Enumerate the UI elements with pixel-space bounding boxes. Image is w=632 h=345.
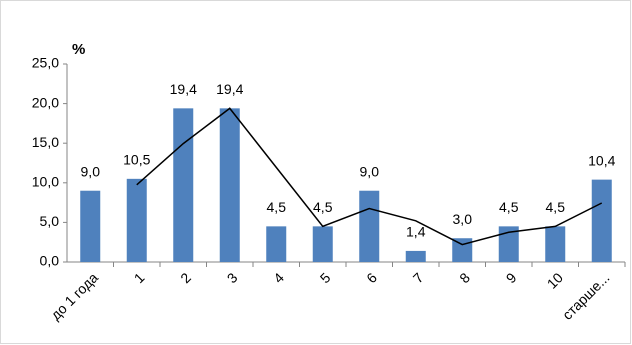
- y-tick-label: 0,0: [40, 253, 60, 269]
- value-label: 9,0: [360, 163, 380, 179]
- bar: [452, 238, 473, 262]
- value-label: 9,0: [81, 163, 101, 179]
- bar: [591, 179, 612, 262]
- value-label: 19,4: [170, 81, 197, 97]
- bar: [173, 108, 194, 263]
- y-tick-label: 20,0: [32, 94, 59, 110]
- bar: [498, 226, 519, 262]
- value-label: 4,5: [313, 199, 333, 215]
- bar: [80, 190, 101, 262]
- line: [136, 107, 603, 246]
- bar: [266, 226, 287, 262]
- y-tick-label: 10,0: [32, 174, 59, 190]
- value-label: 4,5: [499, 199, 519, 215]
- bar: [545, 226, 566, 262]
- bar: [405, 250, 426, 262]
- value-label: 4,5: [546, 199, 566, 215]
- y-tick-label: 5,0: [40, 213, 60, 229]
- value-label: 19,4: [216, 81, 243, 97]
- value-label: 3,0: [453, 211, 473, 227]
- value-label: 10,5: [123, 152, 150, 168]
- bar: [126, 178, 147, 262]
- y-tick-label: 15,0: [32, 134, 59, 150]
- bar: [359, 190, 380, 262]
- y-axis-label: %: [72, 41, 85, 58]
- bar: [219, 108, 240, 263]
- value-label: 1,4: [406, 224, 426, 240]
- bar: [312, 226, 333, 262]
- value-label: 4,5: [267, 199, 287, 215]
- value-label: 10,4: [588, 152, 615, 168]
- y-tick-label: 25,0: [32, 55, 59, 71]
